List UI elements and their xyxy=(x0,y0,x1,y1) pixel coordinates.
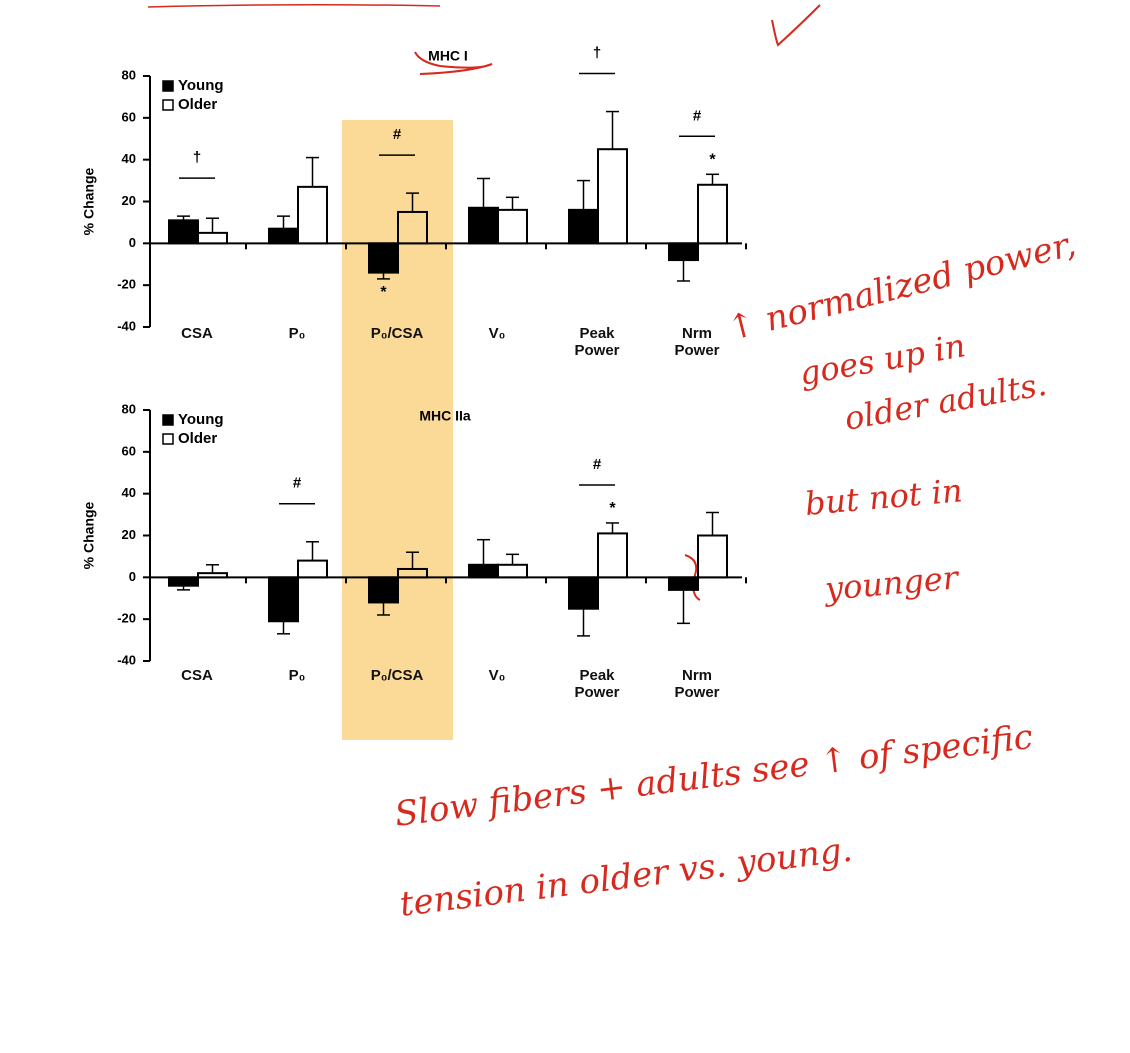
y-tick-label: 0 xyxy=(129,569,136,584)
y-tick-label: 40 xyxy=(122,151,136,166)
bar xyxy=(497,563,528,579)
bar xyxy=(468,563,499,579)
chart-title: MHC I xyxy=(428,48,468,64)
bar xyxy=(168,576,199,587)
bar xyxy=(297,185,328,245)
y-tick-label: 20 xyxy=(122,193,136,208)
bar xyxy=(268,227,299,245)
y-tick-label: 0 xyxy=(129,235,136,250)
legend-label: Young xyxy=(178,411,224,428)
bar xyxy=(268,576,299,623)
bar xyxy=(668,576,699,591)
x-tick-label: CSA xyxy=(181,325,213,342)
legend-swatch xyxy=(162,414,174,426)
ink-stroke xyxy=(147,3,441,8)
y-tick-label: 80 xyxy=(122,67,136,82)
bar xyxy=(668,242,699,262)
significance-symbol: † xyxy=(193,149,201,166)
bar xyxy=(568,576,599,610)
y-tick-label: -40 xyxy=(117,652,136,667)
y-axis-label: % Change xyxy=(81,167,97,235)
legend-swatch xyxy=(162,433,174,445)
significance-symbol: # xyxy=(293,475,302,492)
ink-bracket xyxy=(684,554,701,601)
x-tick-label: P₀ xyxy=(288,667,306,684)
significance-symbol: # xyxy=(593,456,602,473)
bar xyxy=(697,183,728,245)
y-tick-label: -20 xyxy=(117,611,136,626)
significance-star: * xyxy=(609,500,616,517)
x-tick-label: Nrm Power xyxy=(674,325,720,359)
legend-label: Older xyxy=(178,430,217,447)
bar xyxy=(297,559,328,579)
x-tick-label: Peak Power xyxy=(574,667,620,701)
y-tick-label: 80 xyxy=(122,401,136,416)
y-tick-label: -40 xyxy=(117,318,136,333)
significance-star: * xyxy=(709,152,716,169)
x-tick-label: V₀ xyxy=(488,667,506,684)
bar xyxy=(697,534,728,579)
x-tick-label: CSA xyxy=(181,667,213,684)
x-tick-label: P₀/CSA xyxy=(370,325,424,342)
x-tick-label: Nrm Power xyxy=(674,667,720,701)
ink-underline xyxy=(414,51,493,75)
y-tick-label: 20 xyxy=(122,527,136,542)
y-tick-label: 60 xyxy=(122,109,136,124)
legend-label: Young xyxy=(178,77,224,94)
significance-symbol: † xyxy=(593,45,601,62)
significance-symbol: # xyxy=(693,107,702,124)
bar xyxy=(597,532,628,579)
y-tick-label: -20 xyxy=(117,277,136,292)
bar xyxy=(568,208,599,245)
y-tick-label: 40 xyxy=(122,485,136,500)
highlight xyxy=(342,120,453,740)
x-tick-label: P₀ xyxy=(288,325,306,342)
ink-check xyxy=(771,4,821,47)
bar xyxy=(168,219,199,245)
bar xyxy=(597,148,628,245)
legend-swatch xyxy=(162,80,174,92)
bar xyxy=(468,206,499,245)
x-tick-label: V₀ xyxy=(488,325,506,342)
legend-label: Older xyxy=(178,96,217,113)
y-tick-label: 60 xyxy=(122,443,136,458)
y-axis-label: % Change xyxy=(81,501,97,569)
legend-swatch xyxy=(162,99,174,111)
bar xyxy=(197,231,228,245)
bar xyxy=(197,572,228,579)
x-tick-label: P₀/CSA xyxy=(370,667,424,684)
x-tick-label: Peak Power xyxy=(574,325,620,359)
bar xyxy=(497,208,528,245)
